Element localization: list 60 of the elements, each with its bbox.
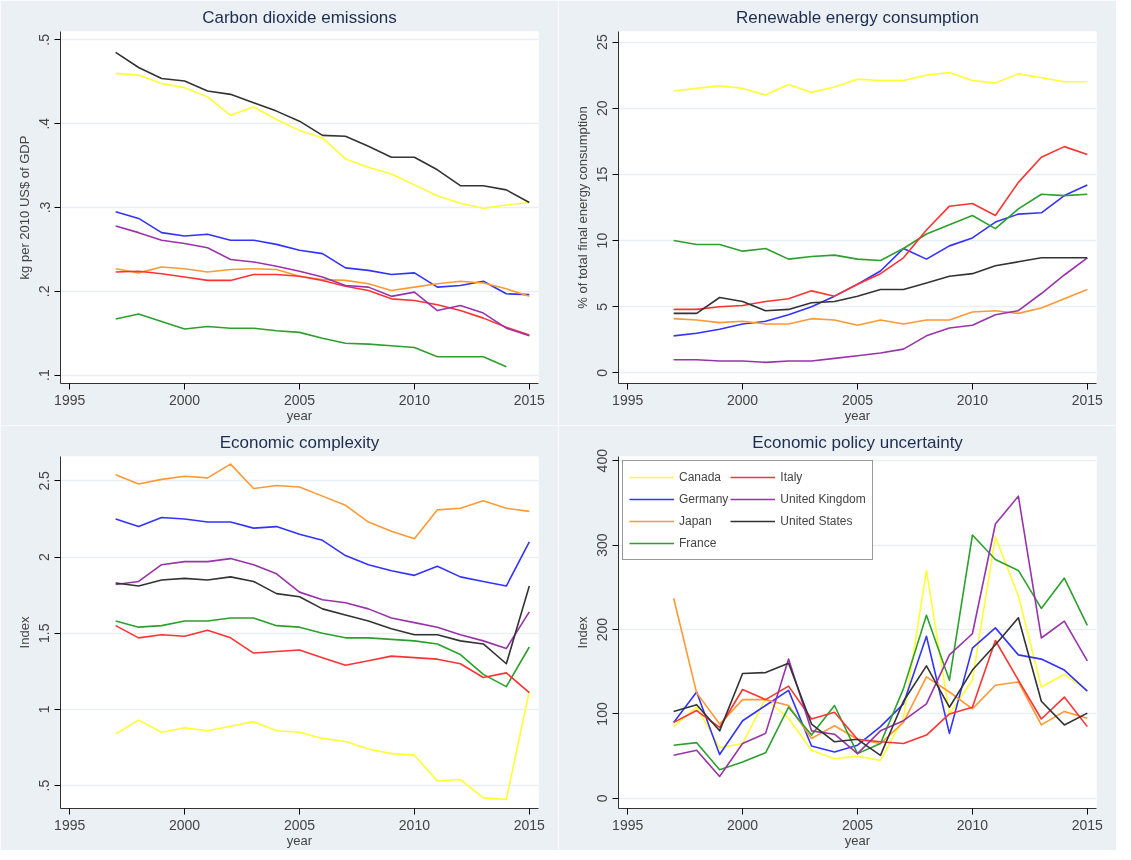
y-tick-label: 300 bbox=[594, 533, 611, 557]
x-axis-title: year bbox=[844, 832, 871, 848]
y-axis-title: Index bbox=[574, 616, 590, 649]
chart-title: Carbon dioxide emissions bbox=[202, 7, 397, 27]
x-tick-label: 2015 bbox=[1071, 816, 1104, 833]
y-tick-label: 0 bbox=[594, 368, 611, 377]
y-tick-label: 2.5 bbox=[36, 470, 53, 491]
y-tick-label: 20 bbox=[594, 100, 611, 117]
y-tick-label: .5 bbox=[36, 779, 53, 792]
y-tick-label: 1.5 bbox=[36, 623, 53, 643]
y-tick-label: 25 bbox=[594, 34, 611, 50]
x-tick-label: 1995 bbox=[54, 816, 86, 833]
chart-title: Economic complexity bbox=[219, 432, 380, 452]
x-tick-label: 2015 bbox=[513, 391, 546, 408]
legend-label: Canada bbox=[679, 470, 722, 484]
x-tick-label: 1995 bbox=[612, 391, 644, 408]
legend-label: United Kingdom bbox=[780, 492, 866, 506]
y-tick-label: 5 bbox=[594, 302, 611, 311]
legend-label: Japan bbox=[679, 514, 712, 528]
x-tick-label: 1995 bbox=[612, 816, 644, 833]
x-axis-title: year bbox=[844, 407, 871, 423]
x-tick-label: 1995 bbox=[54, 391, 86, 408]
x-tick-label: 2010 bbox=[398, 816, 431, 833]
y-tick-label: 10 bbox=[594, 232, 611, 249]
chart-title: Renewable energy consumption bbox=[736, 7, 979, 27]
y-tick-label: .4 bbox=[36, 117, 53, 130]
legend-label: Germany bbox=[679, 492, 729, 506]
y-axis-title: kg per 2010 US$ of GDP bbox=[16, 135, 32, 280]
legend-label: Italy bbox=[780, 470, 803, 484]
x-axis-title: year bbox=[286, 407, 313, 423]
y-axis-title: % of total final energy consumption bbox=[574, 106, 590, 309]
x-tick-label: 2000 bbox=[727, 391, 759, 408]
legend-label: France bbox=[679, 536, 717, 550]
y-tick-label: 200 bbox=[594, 617, 611, 642]
y-tick-label: .5 bbox=[36, 33, 53, 46]
y-tick-label: 1 bbox=[36, 705, 53, 714]
x-tick-label: 2000 bbox=[169, 391, 201, 408]
chart-title: Economic policy uncertainty bbox=[752, 432, 964, 452]
y-tick-label: 15 bbox=[594, 166, 611, 183]
x-tick-label: 2005 bbox=[283, 391, 316, 408]
x-tick-label: 2015 bbox=[513, 816, 546, 833]
legend-label: United States bbox=[780, 514, 853, 528]
y-axis-title: Index bbox=[16, 616, 32, 649]
y-tick-label: .3 bbox=[36, 201, 53, 214]
x-tick-label: 2010 bbox=[956, 816, 989, 833]
x-tick-label: 2010 bbox=[398, 391, 431, 408]
y-tick-label: 0 bbox=[594, 794, 611, 803]
x-tick-label: 2005 bbox=[841, 816, 874, 833]
x-tick-label: 2005 bbox=[283, 816, 316, 833]
y-tick-label: 2 bbox=[36, 552, 53, 561]
x-tick-label: 2000 bbox=[169, 816, 201, 833]
y-tick-label: 400 bbox=[594, 448, 611, 473]
x-tick-label: 2015 bbox=[1071, 391, 1104, 408]
x-axis-title: year bbox=[286, 832, 313, 848]
x-tick-label: 2005 bbox=[841, 391, 874, 408]
x-tick-label: 2010 bbox=[956, 391, 989, 408]
y-tick-label: .1 bbox=[36, 369, 53, 381]
y-tick-label: 100 bbox=[594, 702, 611, 726]
y-tick-label: .2 bbox=[36, 285, 53, 298]
x-tick-label: 2000 bbox=[727, 816, 759, 833]
